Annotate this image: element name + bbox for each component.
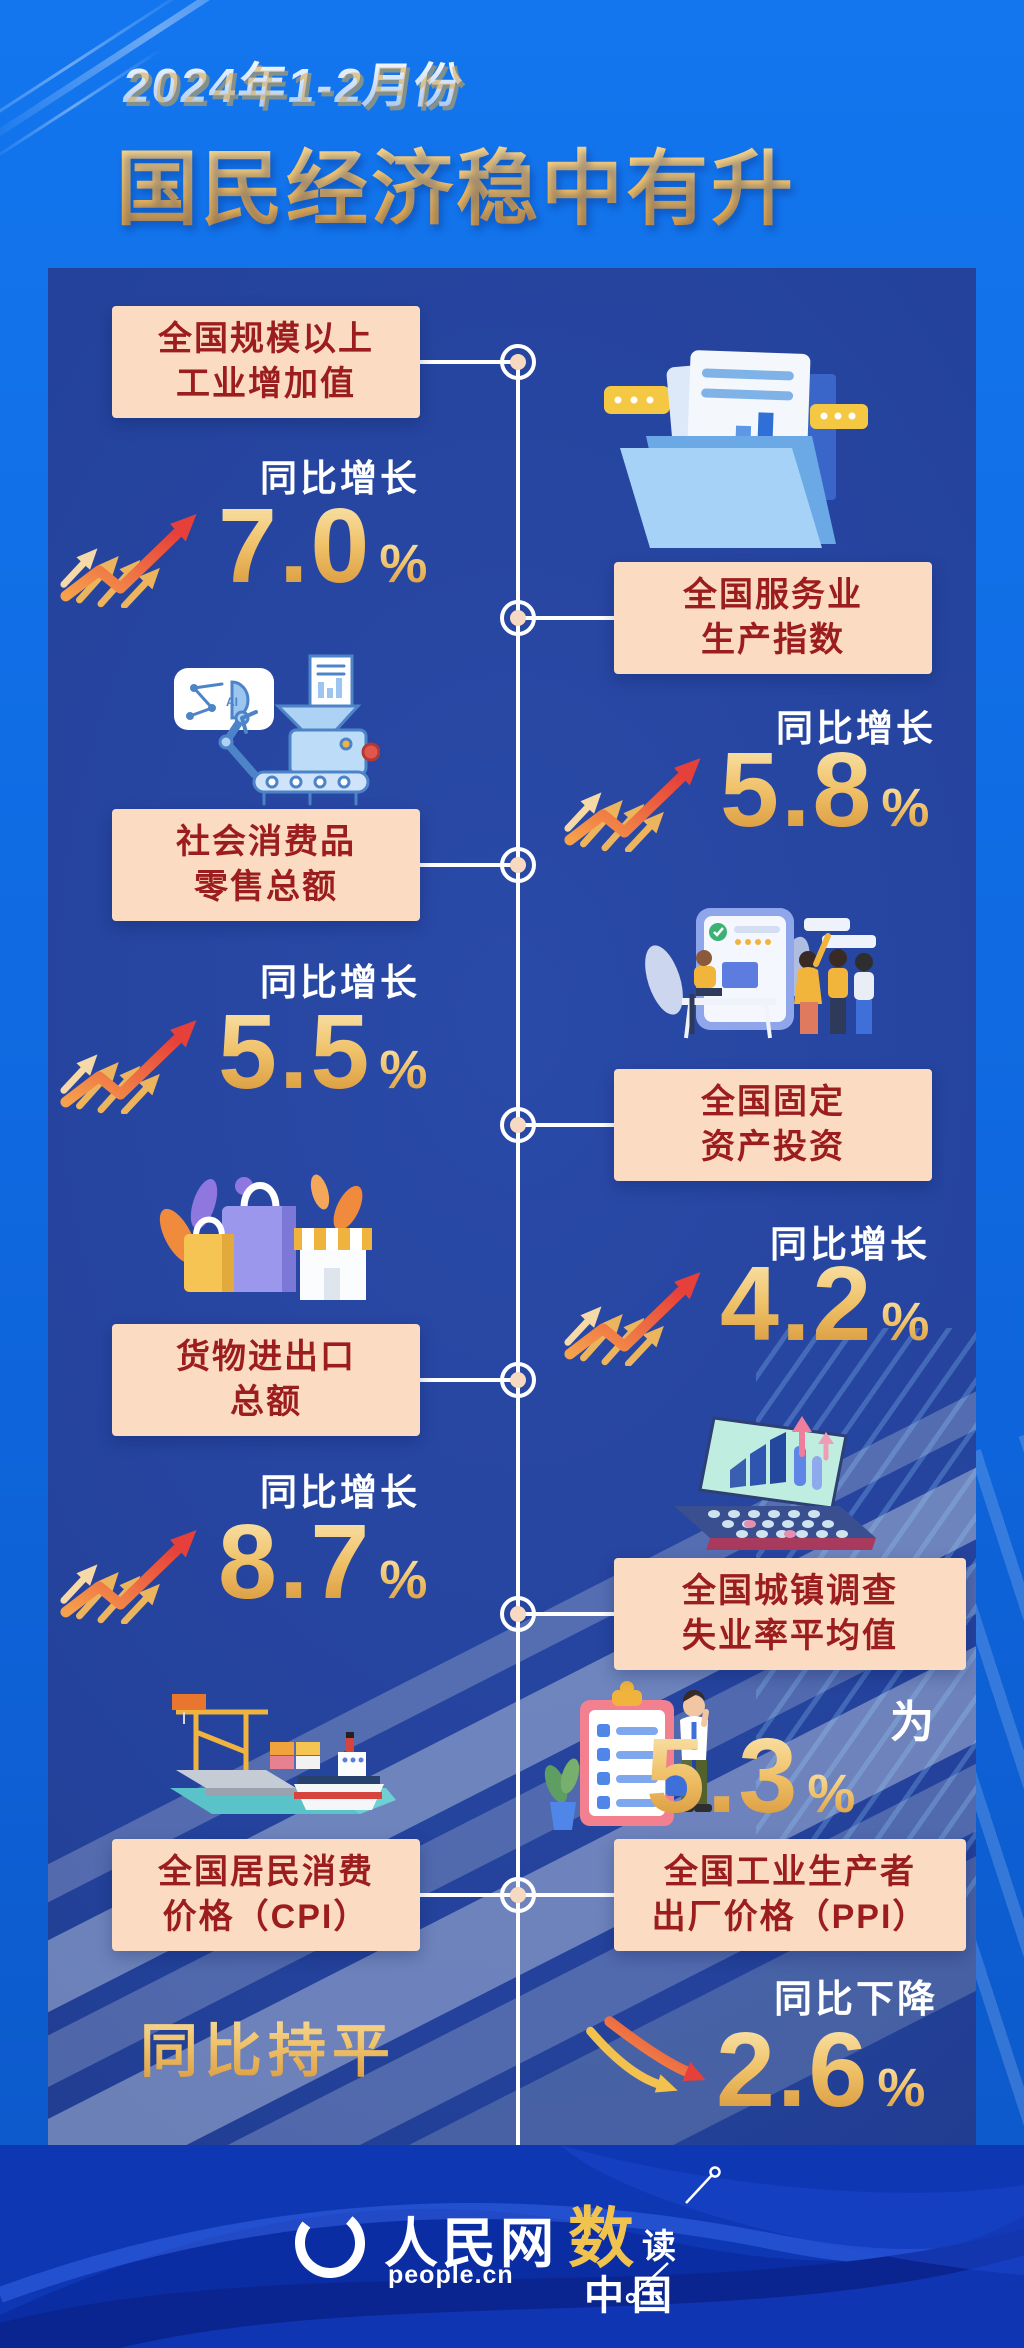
metric-label-cpi: 全国居民消费 价格（CPI） (112, 1839, 420, 1951)
folder-documents-icon (604, 350, 868, 548)
main-panel: 全国规模以上 工业增加值 同比增长 7.0 % (48, 268, 976, 2145)
metric-label-industrial-output: 全国规模以上 工业增加值 (112, 306, 420, 418)
footer-wave-decor (0, 2145, 1024, 2348)
metric-label-trade-total: 货物进出口 总额 (112, 1324, 420, 1436)
poster-subtitle: 2024年1-2月份 (119, 46, 469, 116)
footer: 人民网 people.cn 数 读 中国 (0, 2145, 1024, 2348)
metric-value-retail-sales: 5.5 % (218, 993, 428, 1111)
trend-up-arrows-icon (562, 1268, 718, 1366)
metric-value-ppi: 2.6 % (716, 2011, 926, 2129)
clipboard-person-icon (544, 1681, 712, 1830)
metric-label-ppi: 全国工业生产者 出厂价格（PPI） (614, 1839, 966, 1951)
factory-ai-icon: AI (174, 654, 380, 806)
poster-title: 国民经济稳中有升 (116, 122, 796, 241)
timeline-connector (420, 863, 516, 867)
metric-value-trade-total: 8.7 % (218, 1503, 428, 1621)
timeline-connector (414, 1893, 516, 1897)
change-label: 为 (890, 1698, 937, 1747)
change-label: 同比增长 (770, 1224, 930, 1265)
timeline-connector (420, 360, 516, 364)
timeline-connector (520, 1612, 614, 1616)
trend-down-arrows-icon (576, 2010, 722, 2106)
shudu-char: 数 (568, 2201, 634, 2275)
change-label: 同比增长 (776, 708, 936, 749)
timeline-connector (520, 1893, 614, 1897)
office-people-icon (645, 908, 876, 1039)
timeline-node (500, 1107, 536, 1143)
metric-value-fixed-investment: 4.2 % (720, 1245, 930, 1363)
timeline-line (516, 362, 520, 2145)
people-cn-swirl-logo (295, 2208, 365, 2278)
timeline-node (500, 1362, 536, 1398)
metric-value-services-index: 5.8 % (720, 731, 930, 849)
du-char: 读 (642, 2228, 676, 2266)
trend-up-arrows-icon (562, 754, 718, 852)
timeline-node (500, 600, 536, 636)
cpi-flat-label: 同比持平 (88, 2004, 448, 2088)
change-label: 同比下降 (774, 1979, 939, 2021)
trend-up-arrows-icon (58, 510, 214, 608)
svg-text:AI: AI (226, 695, 238, 709)
people-net-wordmark: 人民网 (384, 2214, 558, 2274)
metric-label-unemployment: 全国城镇调查 失业率平均值 (614, 1558, 966, 1670)
timeline-connector (420, 1378, 516, 1382)
timeline-node (500, 344, 536, 380)
change-label: 同比增长 (260, 458, 420, 499)
timeline-connector (520, 616, 614, 620)
timeline-node (500, 1596, 536, 1632)
metric-label-retail-sales: 社会消费品 零售总额 (112, 809, 420, 921)
metric-label-services-index: 全国服务业 生产指数 (614, 562, 932, 674)
timeline-node (500, 847, 536, 883)
change-label: 同比增长 (260, 962, 420, 1003)
metric-value-industrial-output: 7.0 % (218, 487, 428, 605)
people-cn-domain: people.cn (388, 2261, 514, 2289)
metric-label-fixed-investment: 全国固定 资产投资 (614, 1069, 932, 1181)
brand-line-decor (625, 2166, 721, 2304)
change-label: 同比增长 (260, 1472, 420, 1513)
port-ship-icon (170, 1694, 396, 1814)
shopping-bags-icon (159, 1174, 372, 1300)
trend-up-arrows-icon (58, 1016, 214, 1114)
timeline-connector (520, 1123, 614, 1127)
timeline-node (500, 1877, 536, 1913)
trend-up-arrows-icon (58, 1526, 214, 1624)
laptop-chart-icon (674, 1416, 876, 1550)
metric-value-unemployment: 5.3 % (646, 1717, 856, 1835)
